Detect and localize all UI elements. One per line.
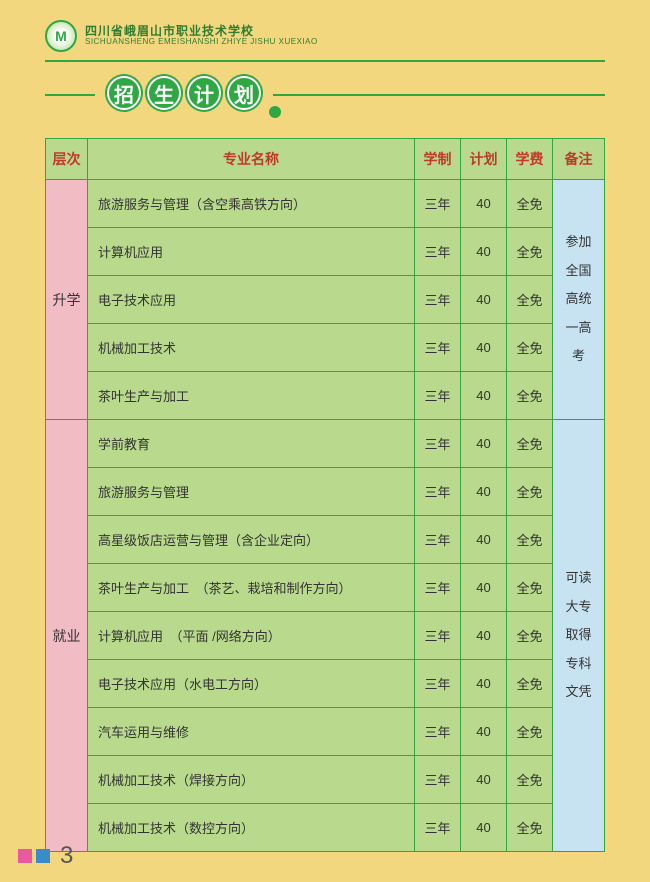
major-cell: 机械加工技术（数控方向） (88, 804, 415, 852)
page-footer: 3 (18, 842, 73, 870)
table-row: 升学旅游服务与管理（含空乘高铁方向）三年40全免参加全国高统一高考 (46, 180, 605, 228)
major-cell: 学前教育 (88, 420, 415, 468)
duration-cell: 三年 (415, 276, 461, 324)
duration-cell: 三年 (415, 180, 461, 228)
fee-cell: 全免 (507, 708, 553, 756)
major-cell: 旅游服务与管理 (88, 468, 415, 516)
title-char-1: 生 (147, 76, 181, 110)
fee-cell: 全免 (507, 612, 553, 660)
major-cell: 计算机应用 （平面 /网络方向） (88, 612, 415, 660)
major-cell: 旅游服务与管理（含空乘高铁方向） (88, 180, 415, 228)
major-cell: 机械加工技术（焊接方向） (88, 756, 415, 804)
table-header-row: 层次 专业名称 学制 计划 学费 备注 (46, 139, 605, 180)
plan-cell: 40 (461, 324, 507, 372)
table-row: 机械加工技术（焊接方向）三年40全免 (46, 756, 605, 804)
duration-cell: 三年 (415, 804, 461, 852)
th-note: 备注 (553, 139, 605, 180)
duration-cell: 三年 (415, 516, 461, 564)
major-cell: 电子技术应用 (88, 276, 415, 324)
duration-cell: 三年 (415, 420, 461, 468)
major-cell: 茶叶生产与加工 （茶艺、栽培和制作方向） (88, 564, 415, 612)
section-title: 招生计划 (45, 76, 605, 110)
enrollment-table: 层次 专业名称 学制 计划 学费 备注 升学旅游服务与管理（含空乘高铁方向）三年… (45, 138, 605, 852)
major-cell: 机械加工技术 (88, 324, 415, 372)
plan-cell: 40 (461, 756, 507, 804)
plan-cell: 40 (461, 420, 507, 468)
fee-cell: 全免 (507, 372, 553, 420)
plan-cell: 40 (461, 612, 507, 660)
note-cell: 可读大专取得专科文凭 (553, 420, 605, 852)
school-logo-icon: M (45, 20, 77, 52)
duration-cell: 三年 (415, 564, 461, 612)
table-row: 机械加工技术三年40全免 (46, 324, 605, 372)
duration-cell: 三年 (415, 660, 461, 708)
plan-cell: 40 (461, 708, 507, 756)
th-level: 层次 (46, 139, 88, 180)
duration-cell: 三年 (415, 372, 461, 420)
fee-cell: 全免 (507, 324, 553, 372)
table-row: 计算机应用三年40全免 (46, 228, 605, 276)
plan-cell: 40 (461, 468, 507, 516)
level-cell: 升学 (46, 180, 88, 420)
plan-cell: 40 (461, 516, 507, 564)
level-cell: 就业 (46, 420, 88, 852)
school-name-block: 四川省峨眉山市职业技术学校 SICHUANSHENG EMEISHANSHI Z… (85, 25, 318, 47)
school-name-pinyin: SICHUANSHENG EMEISHANSHI ZHIYE JISHU XUE… (85, 38, 318, 47)
major-cell: 电子技术应用（水电工方向） (88, 660, 415, 708)
table-row: 汽车运用与维修三年40全免 (46, 708, 605, 756)
table-row: 电子技术应用（水电工方向）三年40全免 (46, 660, 605, 708)
fee-cell: 全免 (507, 660, 553, 708)
plan-cell: 40 (461, 276, 507, 324)
table-row: 高星级饭店运营与管理（含企业定向）三年40全免 (46, 516, 605, 564)
th-major: 专业名称 (88, 139, 415, 180)
fee-cell: 全免 (507, 804, 553, 852)
fee-cell: 全免 (507, 420, 553, 468)
plan-cell: 40 (461, 180, 507, 228)
th-duration: 学制 (415, 139, 461, 180)
title-dot-icon (269, 106, 281, 118)
footer-square-pink-icon (18, 849, 32, 863)
header-divider (45, 60, 605, 62)
table-row: 旅游服务与管理三年40全免 (46, 468, 605, 516)
table-row: 茶叶生产与加工 （茶艺、栽培和制作方向）三年40全免 (46, 564, 605, 612)
duration-cell: 三年 (415, 228, 461, 276)
major-cell: 高星级饭店运营与管理（含企业定向） (88, 516, 415, 564)
page-header: M 四川省峨眉山市职业技术学校 SICHUANSHENG EMEISHANSHI… (45, 20, 605, 52)
footer-square-blue-icon (36, 849, 50, 863)
th-fee: 学费 (507, 139, 553, 180)
major-cell: 计算机应用 (88, 228, 415, 276)
th-plan: 计划 (461, 139, 507, 180)
duration-cell: 三年 (415, 756, 461, 804)
fee-cell: 全免 (507, 756, 553, 804)
plan-cell: 40 (461, 804, 507, 852)
duration-cell: 三年 (415, 324, 461, 372)
table-row: 茶叶生产与加工三年40全免 (46, 372, 605, 420)
duration-cell: 三年 (415, 708, 461, 756)
plan-cell: 40 (461, 372, 507, 420)
title-char-3: 划 (227, 76, 261, 110)
title-char-2: 计 (187, 76, 221, 110)
plan-cell: 40 (461, 564, 507, 612)
page-number: 3 (60, 842, 73, 870)
table-row: 电子技术应用三年40全免 (46, 276, 605, 324)
fee-cell: 全免 (507, 468, 553, 516)
fee-cell: 全免 (507, 228, 553, 276)
fee-cell: 全免 (507, 564, 553, 612)
fee-cell: 全免 (507, 516, 553, 564)
duration-cell: 三年 (415, 468, 461, 516)
duration-cell: 三年 (415, 612, 461, 660)
table-row: 机械加工技术（数控方向）三年40全免 (46, 804, 605, 852)
fee-cell: 全免 (507, 276, 553, 324)
title-char-0: 招 (107, 76, 141, 110)
table-row: 就业学前教育三年40全免可读大专取得专科文凭 (46, 420, 605, 468)
major-cell: 汽车运用与维修 (88, 708, 415, 756)
plan-cell: 40 (461, 660, 507, 708)
plan-cell: 40 (461, 228, 507, 276)
fee-cell: 全免 (507, 180, 553, 228)
note-cell: 参加全国高统一高考 (553, 180, 605, 420)
table-row: 计算机应用 （平面 /网络方向）三年40全免 (46, 612, 605, 660)
major-cell: 茶叶生产与加工 (88, 372, 415, 420)
